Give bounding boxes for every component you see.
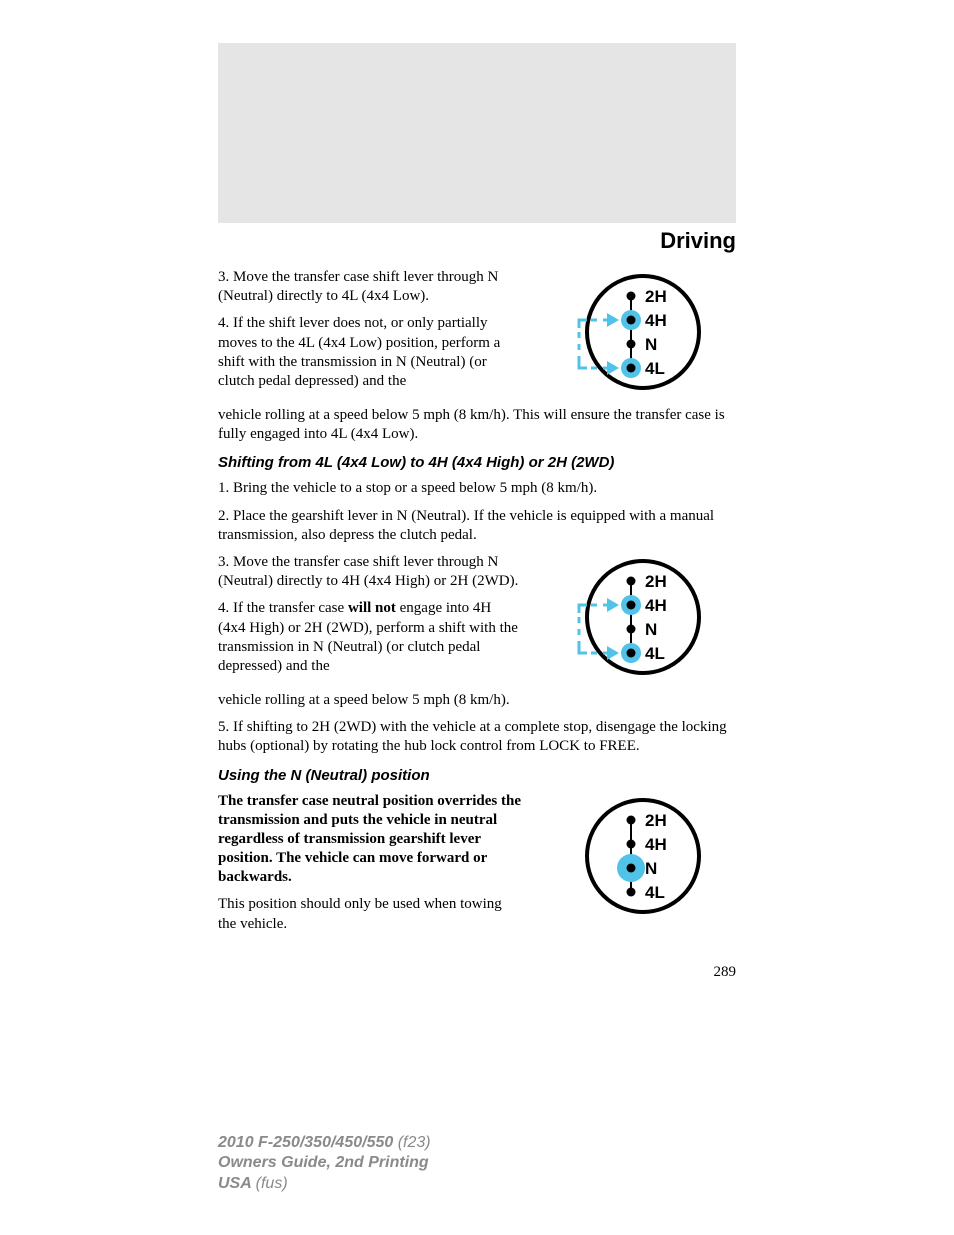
footer-line-2: Owners Guide, 2nd Printing [218,1153,736,1174]
page-content: Driving 3. Move the transfer case shift … [218,228,736,981]
section-title: Driving [218,228,736,254]
svg-text:4H: 4H [645,835,667,854]
footer-line-1: 2010 F-250/350/450/550 (f23) [218,1133,736,1154]
svg-text:4H: 4H [645,311,667,330]
paragraph-neutral-warning: The transfer case neutral position overr… [218,792,522,888]
header-gray-box [218,43,736,223]
svg-text:4L: 4L [645,359,665,378]
paragraph-step4b: vehicle rolling at a speed below 5 mph (… [218,691,736,710]
paragraph-step3: 3. Move the transfer case shift lever th… [218,553,522,591]
subheading-1: Shifting from 4L (4x4 Low) to 4H (4x4 Hi… [218,454,736,471]
shift-diagram-2: 2H 4H N 4L [536,553,736,683]
footer-line-3: USA (fus) [218,1174,736,1195]
paragraph-4a: 4. If the shift lever does not, or only … [218,314,522,391]
paragraph-3: 3. Move the transfer case shift lever th… [218,268,522,306]
shift-diagram-1: 2H 4H N 4L [536,268,736,398]
svg-text:N: N [645,335,657,354]
svg-text:2H: 2H [645,287,667,306]
footer: 2010 F-250/350/450/550 (f23) Owners Guid… [218,1133,736,1195]
svg-text:2H: 2H [645,572,667,591]
svg-text:2H: 2H [645,811,667,830]
shift-diagram-3: 2H 4H N 4L [536,792,736,922]
svg-text:N: N [645,859,657,878]
svg-text:4L: 4L [645,644,665,663]
paragraph-4b: vehicle rolling at a speed below 5 mph (… [218,406,736,444]
subheading-2: Using the N (Neutral) position [218,767,736,784]
svg-text:4H: 4H [645,596,667,615]
paragraph-step5: 5. If shifting to 2H (2WD) with the vehi… [218,718,736,756]
svg-text:4L: 4L [645,883,665,902]
paragraph-neutral-note: This position should only be used when t… [218,895,522,933]
svg-text:N: N [645,620,657,639]
paragraph-step4a: 4. If the transfer case will not engage … [218,599,522,676]
paragraph-step2: 2. Place the gearshift lever in N (Neutr… [218,507,736,545]
paragraph-step1: 1. Bring the vehicle to a stop or a spee… [218,479,736,498]
page-number: 289 [218,964,736,981]
